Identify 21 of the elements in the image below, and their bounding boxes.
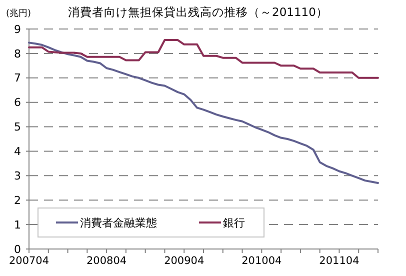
y-tick-label: 7 <box>14 72 21 85</box>
x-tick-label: 201104 <box>319 255 360 267</box>
legend-label: 消費者金融業態 <box>80 216 157 230</box>
legend-label: 銀行 <box>223 216 245 230</box>
y-tick-label: 3 <box>14 170 21 183</box>
line-series <box>28 39 379 79</box>
x-tick-label: 200704 <box>8 255 50 267</box>
y-tick-label: 5 <box>14 120 21 134</box>
y-tick-label: 1 <box>14 218 21 232</box>
y-tick-label: 9 <box>14 22 21 36</box>
y-tick-label: 8 <box>14 47 21 60</box>
y-tick-label: 0 <box>14 242 21 256</box>
x-tick-label: 200804 <box>86 255 127 267</box>
y-tick-label: 6 <box>14 96 21 110</box>
y-tick-label: 4 <box>14 145 21 158</box>
y-tick-label: 2 <box>14 194 21 207</box>
line-series <box>28 42 379 184</box>
y-axis-title: (兆円) <box>6 8 32 19</box>
chart-title: 消費者向け無担保貸出残高の推移（～201110） <box>68 5 328 19</box>
x-tick-label: 200904 <box>164 255 204 267</box>
x-tick-label: 201004 <box>242 255 282 267</box>
